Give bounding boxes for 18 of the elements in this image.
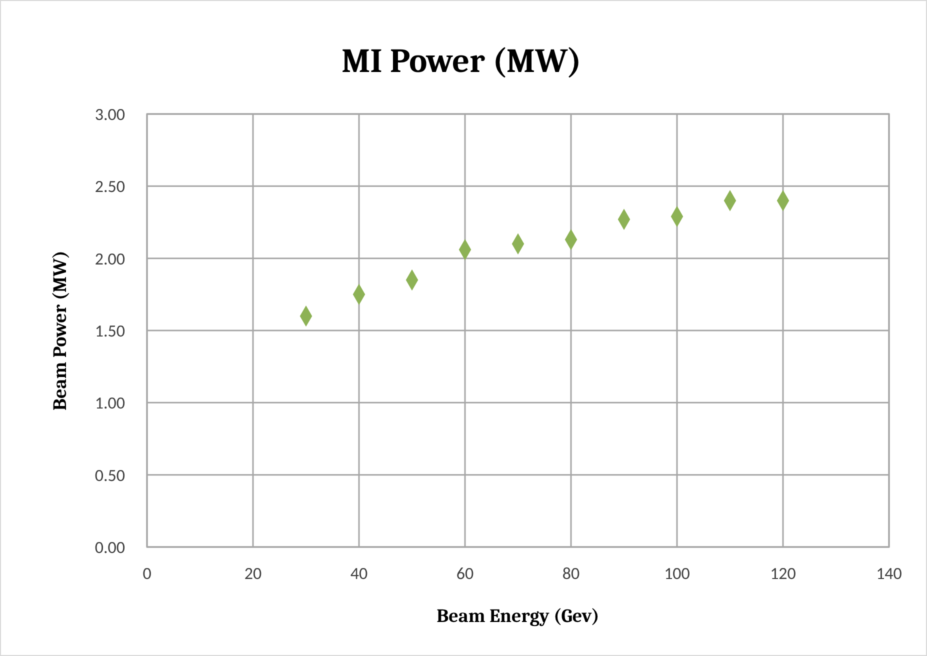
- y-tick-label: 2.50: [94, 176, 126, 198]
- x-tick-label: 0: [142, 563, 152, 584]
- y-axis-title: Beam Power (MW): [49, 250, 71, 411]
- y-tick-label: 3.00: [94, 104, 126, 125]
- x-tick-label: 40: [350, 563, 368, 584]
- x-axis-title: Beam Energy (Gev): [436, 605, 600, 627]
- y-tick-label: 0.00: [94, 536, 126, 558]
- x-tick-label: 20: [244, 563, 262, 584]
- x-tick-label: 80: [562, 563, 580, 584]
- chart-title: MI Power (MW): [341, 41, 582, 81]
- x-tick-label: 60: [456, 563, 474, 584]
- y-tick-label: 2.00: [94, 248, 126, 270]
- x-tick-label: 100: [664, 563, 690, 584]
- y-tick-label: 1.50: [94, 320, 126, 342]
- y-tick-label: 1.00: [94, 392, 126, 414]
- x-tick-label: 120: [770, 563, 796, 584]
- x-tick-label: 140: [876, 563, 902, 584]
- y-tick-label: 0.50: [94, 464, 126, 486]
